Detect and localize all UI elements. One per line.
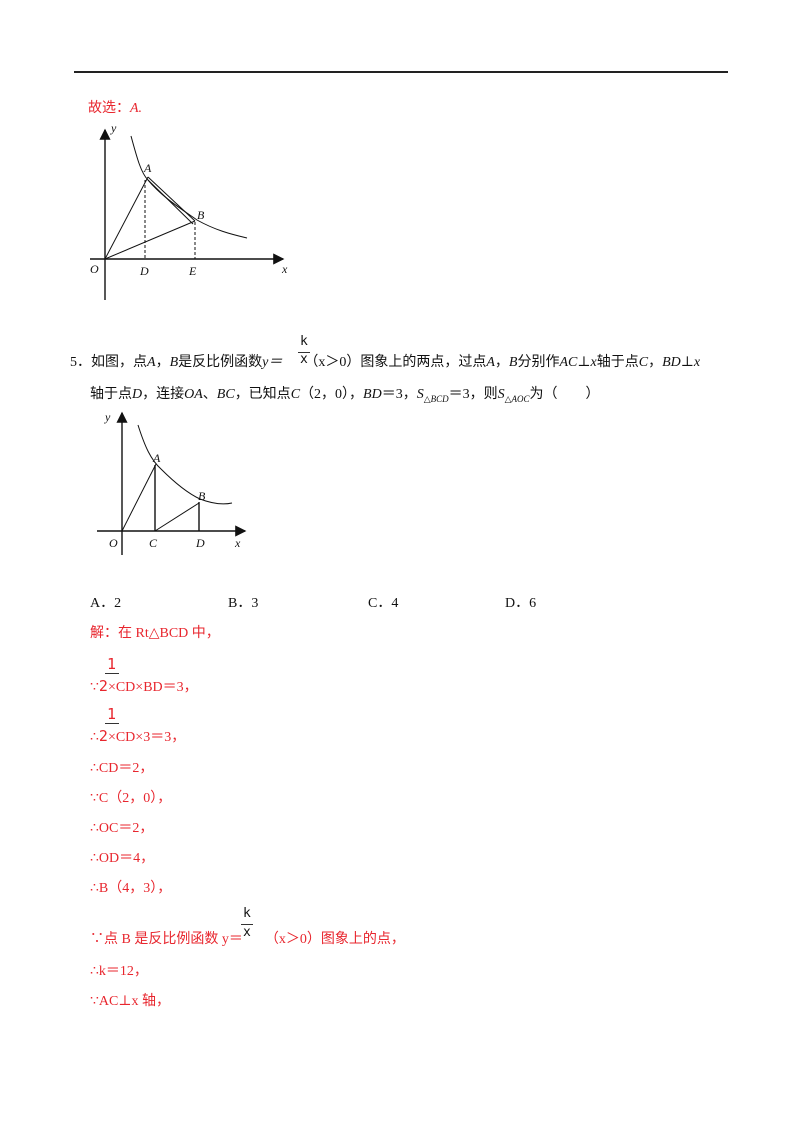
label-D: D xyxy=(139,264,149,278)
label-D: D xyxy=(195,536,205,550)
label-B: B xyxy=(198,489,206,503)
solution-intro: 解：在 Rt△BCD 中， xyxy=(90,626,220,641)
segment-BC xyxy=(154,502,200,532)
solution-step-2: ∴2×CD×3＝3， xyxy=(90,727,186,745)
half-numerator-2: 1 xyxy=(107,705,117,723)
label-C: C xyxy=(149,536,158,550)
label-A: A xyxy=(143,161,152,175)
solution-step-3: ∴CD＝2， xyxy=(90,761,154,776)
label-E: E xyxy=(188,264,197,278)
q5-fraction-bar xyxy=(298,352,310,353)
q5-fraction-numerator: k xyxy=(300,334,308,349)
question-5-line-2: 轴于点D，连接OA、BC，已知点C（2，0），BD＝3，S△BCD＝3，则S△A… xyxy=(90,387,600,404)
label-x: x xyxy=(281,262,288,276)
k-bar xyxy=(241,924,253,925)
label-y: y xyxy=(104,410,111,424)
k-numerator: k xyxy=(243,906,251,921)
previous-answer: 故选：A. xyxy=(88,100,142,118)
label-A: A xyxy=(152,451,161,465)
segment-OA xyxy=(104,176,149,260)
option-A[interactable]: A．2 xyxy=(90,596,122,611)
solution-step-10: ∵AC⊥x 轴， xyxy=(90,994,171,1009)
option-C[interactable]: C．4 xyxy=(368,596,399,611)
figure-2: y A B O C D x xyxy=(97,410,247,555)
label-y: y xyxy=(110,121,117,135)
option-B[interactable]: B．3 xyxy=(228,596,259,611)
figure-1: y A B O D E x xyxy=(90,121,288,300)
answer-label: 故选： xyxy=(88,101,130,116)
solution-step-1: ∵2×CD×BD＝3， xyxy=(90,677,198,695)
answer-choice: A. xyxy=(130,101,143,116)
label-x: x xyxy=(234,536,241,550)
hyperbola-curve xyxy=(137,424,233,505)
label-B: B xyxy=(197,208,205,222)
segment-AB-2 xyxy=(147,179,194,225)
solution-step-6: ∴OD＝4， xyxy=(90,851,155,866)
segment-OB xyxy=(104,220,196,260)
option-D[interactable]: D．6 xyxy=(505,596,537,611)
solution-step-7: ∴B（4，3）， xyxy=(90,881,172,896)
x-denominator: x xyxy=(243,925,251,940)
half-numerator-1: 1 xyxy=(107,655,117,673)
solution-step-4: ∵C（2，0）， xyxy=(90,791,172,806)
label-O: O xyxy=(109,536,118,550)
q5-fraction-denominator: x xyxy=(300,352,308,367)
hyperbola-curve xyxy=(130,135,248,239)
half-bar-1 xyxy=(105,673,119,674)
solution-step-9: ∴k＝12， xyxy=(90,964,148,979)
label-O: O xyxy=(90,262,99,276)
segment-OA xyxy=(121,463,157,532)
solution-step-5: ∴OC＝2， xyxy=(90,821,154,836)
half-bar-2 xyxy=(105,723,119,724)
solution-step-8: ∵点 B 是反比例函数 y＝ （x＞0）图象上的点， xyxy=(90,932,405,947)
segment-AB-1 xyxy=(147,176,196,222)
header-rule xyxy=(74,71,728,73)
question-5-line-1: 5．如图，点A，B是反比例函数y＝ （x＞0）图象上的两点，过点A，B分别作AC⊥… xyxy=(70,355,701,370)
